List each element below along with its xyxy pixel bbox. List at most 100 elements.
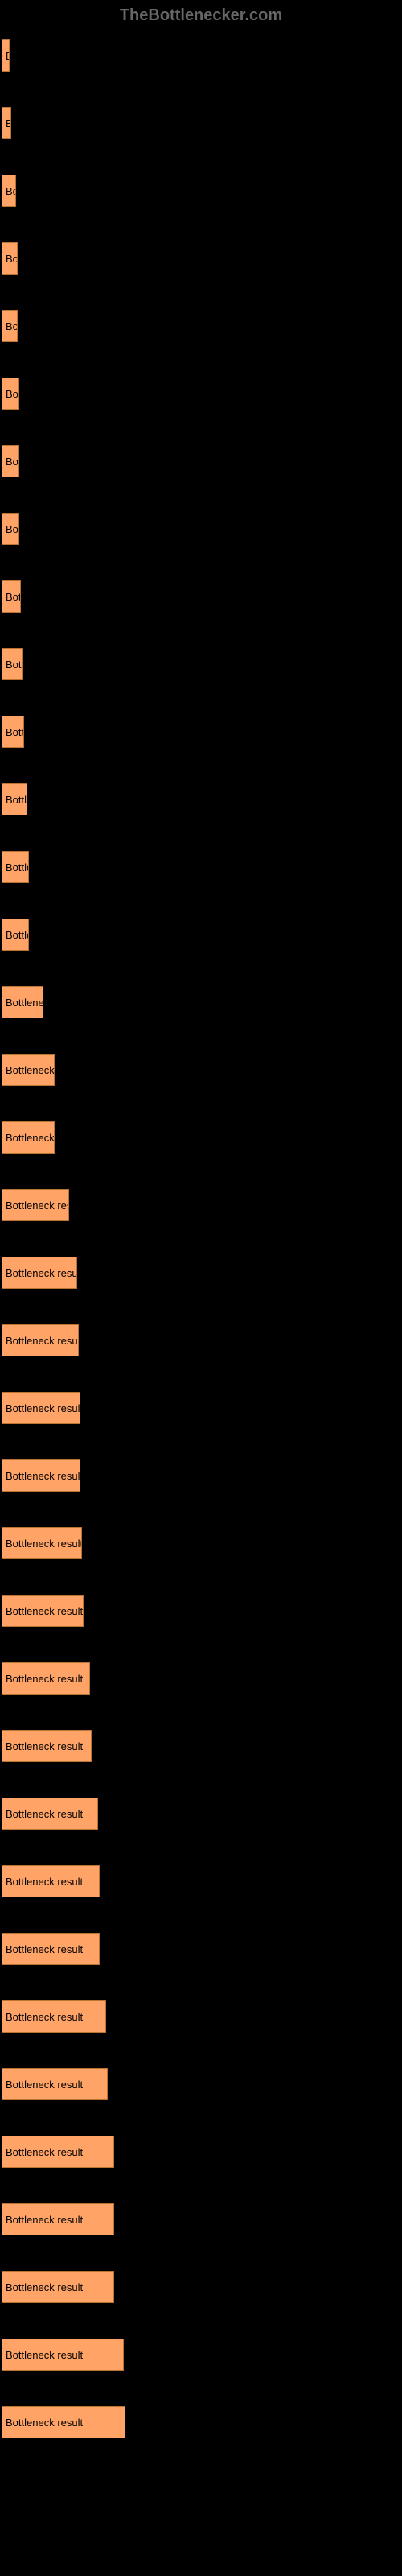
bar-label: Bottleneck result [6,523,19,535]
bar: Bottleneck result [2,310,18,342]
bar: Bottleneck result [2,1324,79,1356]
bar-label: Bottleneck result [6,1740,83,1752]
bar-row: Bottleneck result [2,1257,402,1289]
bar-row: Bottleneck result [2,513,402,545]
bar-label: Bottleneck result [6,388,19,400]
bar-row: Bottleneck result [2,2271,402,2303]
bar-label: Bottleneck result [6,591,21,603]
bar: Bottleneck result [2,2406,125,2438]
bar-row: Bottleneck result [2,1459,402,1492]
bar-row: Bottleneck result [2,175,402,207]
bar: Bottleneck result [2,175,16,207]
bar-row: Bottleneck result [2,1662,402,1695]
bar: Bottleneck result [2,1798,98,1830]
bar-row: Bottleneck result [2,39,402,72]
bar: Bottleneck result [2,1189,69,1221]
bar-label: Bottleneck result [6,861,29,873]
bar-label: Bottleneck result [6,658,23,671]
bar: Bottleneck result [2,39,10,72]
bar-label: Bottleneck result [6,726,24,738]
bar-row: Bottleneck result [2,2136,402,2168]
bar-row: Bottleneck result [2,1324,402,1356]
bar: Bottleneck result [2,445,19,477]
bar-row: Bottleneck result [2,1595,402,1627]
bar-row: Bottleneck result [2,2000,402,2033]
bar-label: Bottleneck result [6,1199,69,1212]
bar-label: Bottleneck result [6,185,16,197]
bar: Bottleneck result [2,648,23,680]
bar-row: Bottleneck result [2,378,402,410]
bar-row: Bottleneck result [2,1798,402,1830]
bar: Bottleneck result [2,513,19,545]
bar-label: Bottleneck result [6,1064,55,1076]
bar-row: Bottleneck result [2,1865,402,1897]
bar: Bottleneck result [2,851,29,883]
bar-label: Bottleneck result [6,1943,83,1955]
bar-row: Bottleneck result [2,580,402,613]
bar-label: Bottleneck result [6,1876,83,1888]
bar-row: Bottleneck result [2,919,402,951]
bar: Bottleneck result [2,242,18,275]
bar: Bottleneck result [2,1730,92,1762]
bar-label: Bottleneck result [6,1538,82,1550]
bar-row: Bottleneck result [2,107,402,139]
bar: Bottleneck result [2,2339,124,2371]
bar: Bottleneck result [2,1865,100,1897]
bar: Bottleneck result [2,1392,80,1424]
bar: Bottleneck result [2,2203,114,2235]
bar: Bottleneck result [2,580,21,613]
bar-row: Bottleneck result [2,1189,402,1221]
bar-label: Bottleneck result [6,456,19,468]
bar: Bottleneck result [2,2068,108,2100]
bar-row: Bottleneck result [2,783,402,815]
bar-label: Bottleneck result [6,929,29,941]
bar: Bottleneck result [2,1527,82,1559]
bar-row: Bottleneck result [2,310,402,342]
bar: Bottleneck result [2,1054,55,1086]
bar: Bottleneck result [2,1933,100,1965]
bar-label: Bottleneck result [6,2146,83,2158]
bar: Bottleneck result [2,1121,55,1154]
bar-row: Bottleneck result [2,242,402,275]
bar-label: Bottleneck result [6,50,10,62]
bar-label: Bottleneck result [6,2349,83,2361]
watermark-text: TheBottlenecker.com [0,0,402,31]
bar-row: Bottleneck result [2,445,402,477]
bar: Bottleneck result [2,2000,106,2033]
bar-row: Bottleneck result [2,2339,402,2371]
bar-label: Bottleneck result [6,1402,80,1414]
bar: Bottleneck result [2,986,43,1018]
bar-row: Bottleneck result [2,1527,402,1559]
bar: Bottleneck result [2,919,29,951]
bar: Bottleneck result [2,2271,114,2303]
bar: Bottleneck result [2,1595,84,1627]
bar-label: Bottleneck result [6,1808,83,1820]
bar-label: Bottleneck result [6,997,43,1009]
bar-row: Bottleneck result [2,851,402,883]
bar-chart: Bottleneck result Bottleneck result Bottle… [0,31,402,2482]
bar-label: Bottleneck result [6,2011,83,2023]
bar: Bottleneck result [2,783,27,815]
bar-label: Bottleneck result [6,1605,83,1617]
bar-row: Bottleneck result [2,1730,402,1762]
bar-row: Bottleneck result [2,716,402,748]
bar-label: Bottleneck result [6,2214,83,2226]
bar-label: Bottleneck result [6,1673,83,1685]
bar-label: Bottleneck result [6,1267,77,1279]
bar-label: Bottleneck result [6,1335,79,1347]
bar-row: Bottleneck result [2,2406,402,2438]
bar-row: Bottleneck result [2,1054,402,1086]
bar-row: Bottleneck result [2,2203,402,2235]
bar-row: Bottleneck result [2,986,402,1018]
bar: Bottleneck result [2,1459,80,1492]
bar-label: Bottleneck result [6,253,18,265]
bar-label: Bottleneck result [6,1132,55,1144]
bar-label: Bottleneck result [6,2079,83,2091]
bar-label: Bottleneck result [6,118,11,130]
bar-label: Bottleneck result [6,2281,83,2293]
bar-row: Bottleneck result [2,1392,402,1424]
bar: Bottleneck result [2,1257,77,1289]
bar-label: Bottleneck result [6,320,18,332]
bar-row: Bottleneck result [2,648,402,680]
bar-label: Bottleneck result [6,2417,83,2429]
